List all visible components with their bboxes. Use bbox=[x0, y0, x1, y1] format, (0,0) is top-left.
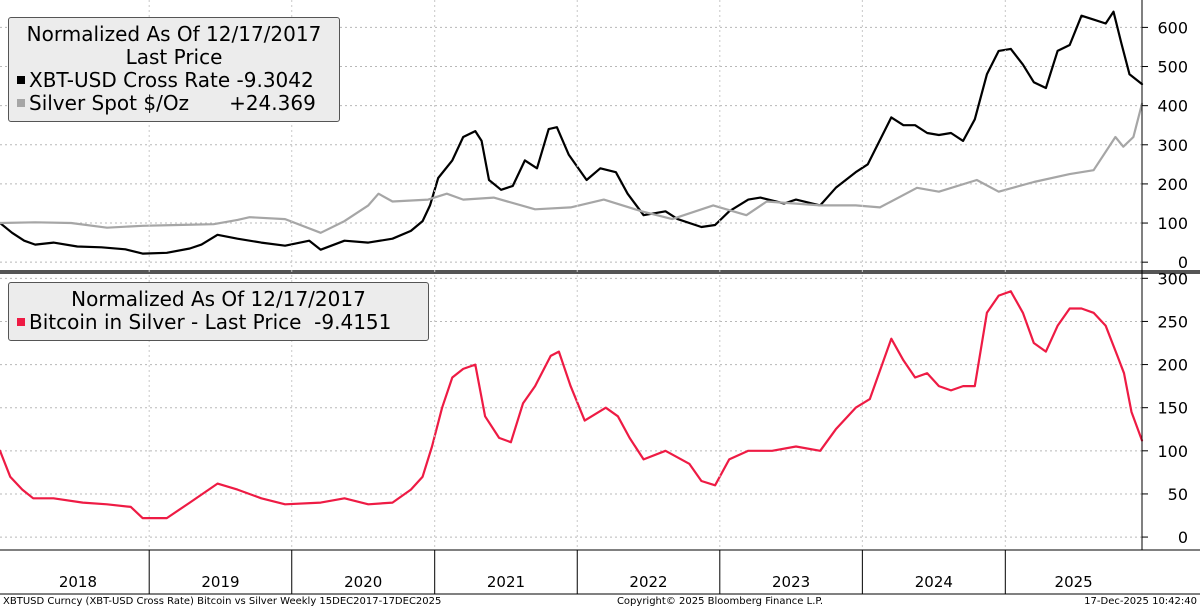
footer-copyright: Copyright© 2025 Bloomberg Finance L.P. bbox=[617, 596, 823, 607]
panel2-y-tick-label: 200 bbox=[1157, 356, 1188, 375]
x-tick-label: 2025 bbox=[1055, 573, 1093, 591]
panel2-y-tick-label: 250 bbox=[1157, 312, 1188, 331]
x-tick-label: 2024 bbox=[915, 573, 953, 591]
legend-bitcoin-value: -9.3042 bbox=[236, 68, 314, 92]
x-tick-label: 2018 bbox=[59, 573, 97, 591]
x-tick-label: 2022 bbox=[629, 573, 667, 591]
panel1-y-tick-label: 0 bbox=[1178, 253, 1188, 272]
panel1-legend: Normalized As Of 12/17/2017 Last Price X… bbox=[8, 17, 340, 122]
footer-source: XBTUSD Curncy (XBT-USD Cross Rate) Bitco… bbox=[3, 596, 441, 607]
panel2-series bbox=[0, 290, 1144, 520]
panel2-grid bbox=[0, 277, 1142, 538]
panel1-y-tick-label: 100 bbox=[1157, 214, 1188, 233]
legend-silver-label: Silver Spot $/Oz bbox=[29, 91, 190, 115]
legend-ratio-label: Bitcoin in Silver - Last Price bbox=[29, 310, 302, 334]
panel1-grid bbox=[0, 26, 1142, 263]
panel2-y-tick-label: 150 bbox=[1157, 399, 1188, 418]
legend-bitcoin-label: XBT-USD Cross Rate bbox=[29, 68, 231, 92]
panel1-y-tick-label: 200 bbox=[1157, 175, 1188, 194]
x-tick-label: 2019 bbox=[201, 573, 239, 591]
panel2-y-tick-label: 100 bbox=[1157, 442, 1188, 461]
x-tick-label: 2020 bbox=[344, 573, 382, 591]
panel2-y-tick-label: 0 bbox=[1178, 528, 1188, 547]
silver-swatch-icon bbox=[17, 99, 25, 107]
panel1-y-tick-label: 500 bbox=[1157, 58, 1188, 77]
x-tick-label: 2021 bbox=[487, 573, 525, 591]
panel1-legend-title: Normalized As Of 12/17/2017 bbox=[26, 22, 322, 46]
panel1-series bbox=[0, 10, 1144, 255]
panel2-y-tick-label: 50 bbox=[1168, 485, 1188, 504]
panel1-y-tick-label: 400 bbox=[1157, 97, 1188, 116]
legend-item-bitcoin: XBT-USD Cross Rate -9.3042 bbox=[17, 69, 331, 92]
bitcoin-swatch-icon bbox=[17, 76, 25, 84]
panel1-y-tick-label: 600 bbox=[1157, 18, 1188, 37]
panel1-legend-subtitle: Last Price bbox=[125, 45, 223, 69]
legend-ratio-value: -9.4151 bbox=[314, 310, 392, 334]
x-tick-label: 2023 bbox=[772, 573, 810, 591]
panel1-y-ticks: 0 100 200 300 400 500 600 bbox=[1142, 18, 1188, 272]
panel1-y-tick-label: 300 bbox=[1157, 136, 1188, 155]
panel2-y-tick-label: 300 bbox=[1157, 269, 1188, 288]
panel2-legend-title: Normalized As Of 12/17/2017 bbox=[71, 287, 366, 311]
panel1-series-line-1 bbox=[0, 102, 1144, 234]
footer-timestamp: 17-Dec-2025 10:42:40 bbox=[1084, 596, 1197, 607]
ratio-swatch-icon bbox=[17, 318, 25, 326]
panel2-legend: Normalized As Of 12/17/2017 Bitcoin in S… bbox=[8, 282, 429, 341]
panel2-series-line-0 bbox=[0, 290, 1144, 520]
panel1-series-line-0 bbox=[0, 10, 1144, 255]
legend-item-silver: Silver Spot $/Oz +24.369 bbox=[17, 92, 331, 115]
legend-item-ratio: Bitcoin in Silver - Last Price -9.4151 bbox=[17, 311, 420, 334]
panel2-y-ticks: 0 50 100 150 200 250 300 bbox=[1142, 269, 1188, 547]
legend-silver-value: +24.369 bbox=[229, 91, 316, 115]
